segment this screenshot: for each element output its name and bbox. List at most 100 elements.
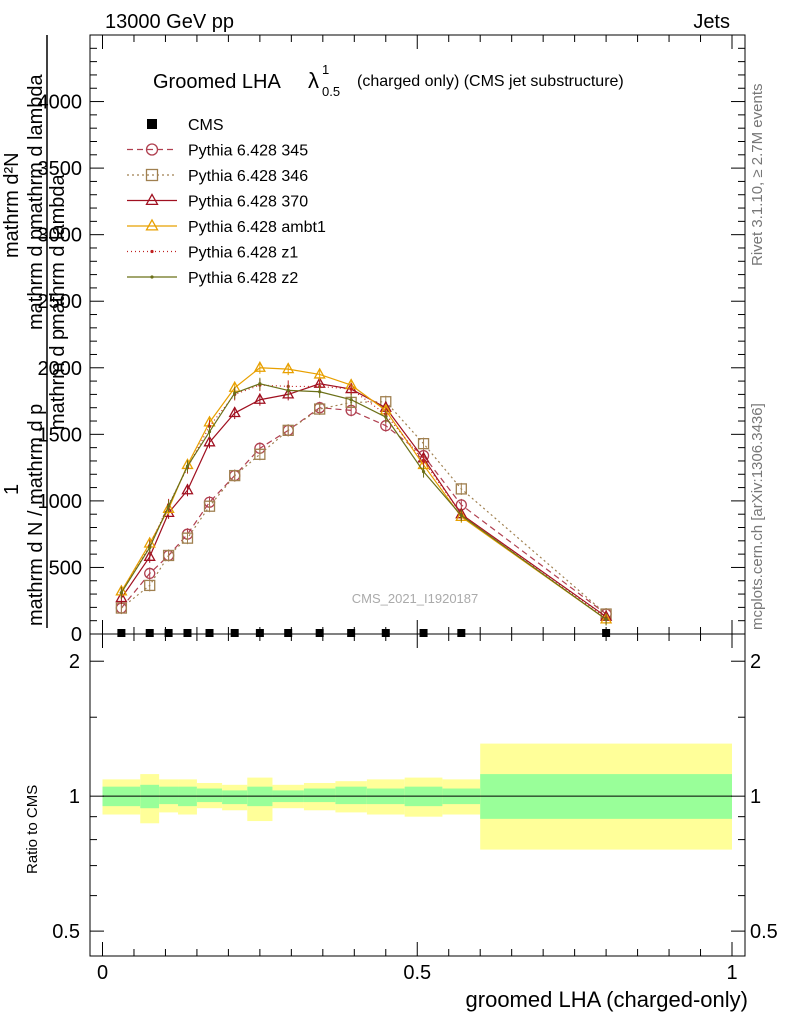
series-pythia-6-428-346: [115, 395, 612, 621]
title-rest: (charged only) (CMS jet substructure): [357, 73, 624, 90]
data-point: [282, 424, 294, 436]
side-label-bottom: mcplots.cern.ch [arXiv:1306.3436]: [749, 403, 766, 630]
data-point: [254, 448, 266, 460]
data-point: [162, 502, 175, 514]
data-point: [119, 591, 123, 595]
ratio-band-inner: [222, 790, 248, 805]
legend-item: CMS: [147, 117, 224, 134]
legend-label: Pythia 6.428 346: [188, 168, 308, 185]
data-point: [145, 629, 154, 637]
data-point: [381, 629, 390, 637]
series-line: [120, 367, 607, 620]
series-line: [121, 401, 607, 615]
data-point: [229, 469, 241, 482]
main-y-tick-label: 2000: [38, 358, 83, 380]
legend-swatch-marker: [145, 143, 159, 156]
legend-item: Pythia 6.428 z2: [127, 270, 298, 287]
side-label-top: Rivet 3.1.10, ≥ 2.7M events: [749, 84, 766, 267]
ylabel-num-1: mathrm d²N: [1, 152, 23, 258]
series-cms: [117, 629, 611, 637]
series-line: [120, 384, 607, 619]
data-point: [162, 549, 175, 562]
legend-label: Pythia 6.428 z2: [188, 270, 298, 287]
data-point: [604, 617, 608, 621]
legend: CMS Pythia 6.428 345 Pythia 6.428 346 Pythi…: [127, 117, 326, 287]
ratio-band-inner: [159, 786, 179, 805]
legend-label: Pythia 6.428 345: [188, 143, 308, 160]
data-point: [421, 459, 426, 463]
legend-swatch-marker: [150, 275, 154, 279]
main-y-tick-label: 1500: [38, 424, 83, 446]
ratio-y-axis-label: Ratio to CMS: [24, 785, 41, 874]
data-point: [148, 545, 152, 550]
data-point: [203, 500, 216, 512]
ratio-uncertainty-bands: [102, 743, 732, 850]
ratio-y-tick-label-right: 1: [750, 786, 761, 808]
x-tick-label: 0.5: [403, 962, 431, 984]
data-point: [144, 579, 156, 592]
data-point: [286, 388, 290, 393]
main-y-axis-label: mathrm d²N mathrm d p mathrm d lambda 1 …: [1, 35, 69, 628]
data-point: [421, 470, 426, 474]
ylabel-den-3: mathrm d lambda: [47, 174, 69, 330]
legend-item: Pythia 6.428 345: [127, 143, 308, 160]
data-point: [164, 629, 173, 637]
data-point: [253, 360, 266, 372]
data-point: [117, 629, 126, 637]
ratio-band-inner: [196, 788, 223, 803]
legend-swatch-marker: [145, 168, 159, 182]
main-y-tick-label: 3500: [38, 158, 83, 180]
data-point: [183, 629, 192, 637]
data-point: [143, 549, 156, 561]
data-point: [417, 438, 430, 450]
data-point: [115, 591, 128, 603]
data-point: [455, 483, 467, 495]
legend-swatch-marker: [145, 193, 159, 206]
main-y-tick-label: 0: [71, 624, 82, 646]
data-point: [144, 567, 156, 580]
data-point: [258, 382, 262, 386]
ylabel-num-3: mathrm d lambda: [25, 74, 47, 230]
data-point: [457, 629, 466, 637]
ylabel-one: 1: [1, 484, 23, 495]
main-y-tick-label: 500: [49, 557, 82, 579]
ratio-panel: 0.5 0.51 12 2 0 0.5 1 Ratio to CMS: [24, 633, 778, 984]
legend-item: Pythia 6.428 z1: [127, 245, 298, 262]
data-point: [228, 406, 241, 418]
ratio-y-tick-label-right: 2: [750, 651, 761, 673]
main-y-tick-labels: 0 500 1000 1500 2000 2500 3000 3500 4000: [38, 92, 83, 646]
x-axis-label: groomed LHA (charged-only): [466, 987, 748, 1012]
data-point: [282, 387, 295, 399]
plot-title: Groomed LHA λ 1 0.5 (charged only) (CMS …: [153, 62, 624, 99]
data-point: [314, 403, 326, 415]
x-tick-label: 0: [97, 962, 108, 984]
data-point: [318, 390, 322, 394]
data-point: [233, 391, 237, 395]
ratio-y-tick-label-right: 0.5: [750, 921, 778, 943]
data-point: [255, 629, 264, 637]
energy-label: 13000 GeV pp: [105, 11, 234, 33]
legend-item: Pythia 6.428 ambt1: [127, 218, 326, 236]
data-point: [207, 430, 212, 434]
data-point: [282, 362, 295, 374]
legend-item: Pythia 6.428 346: [127, 168, 308, 185]
data-point: [313, 367, 326, 379]
data-point: [205, 629, 214, 637]
data-point: [181, 483, 194, 495]
ylabel-den-2: mathrm d p: [47, 329, 69, 430]
data-point: [349, 387, 353, 391]
series-line: [120, 407, 607, 615]
ratio-y-tick-label: 0.5: [52, 921, 80, 943]
main-y-tick-label: 1000: [38, 491, 83, 513]
main-y-tick-label: 3000: [38, 225, 83, 247]
data-point: [384, 415, 388, 419]
data-point: [349, 398, 353, 402]
legend-swatch-marker: [150, 249, 154, 254]
data-point: [284, 629, 293, 637]
main-panel: 0 500 1000 1500 2000 2500 3000 3500 4000 CMS_202…: [38, 34, 746, 646]
series-pythia-6-428-370: [115, 376, 613, 623]
data-point: [230, 629, 239, 637]
ratio-band-inner: [335, 786, 367, 805]
data-point: [181, 532, 194, 544]
